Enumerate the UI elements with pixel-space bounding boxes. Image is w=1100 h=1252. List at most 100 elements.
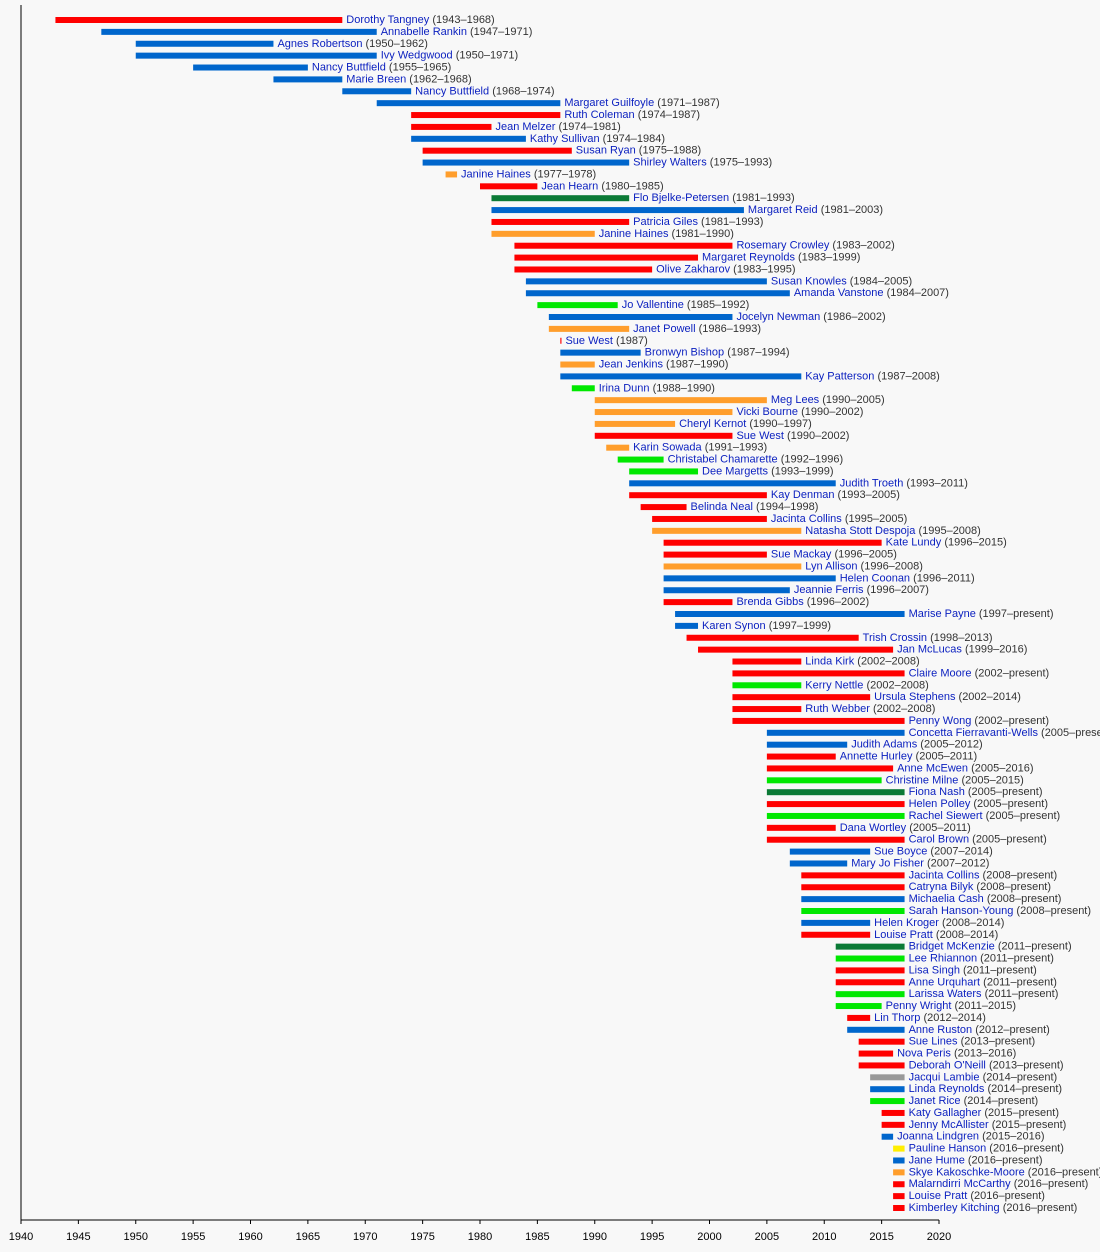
senator-name[interactable]: Kay Denman	[771, 489, 835, 501]
senator-name[interactable]: Penny Wright	[886, 1000, 952, 1012]
senator-name[interactable]: Bridget McKenzie	[909, 941, 995, 953]
senator-name[interactable]: Christine Milne	[886, 774, 959, 786]
senator-name[interactable]: Jacinta Collins	[771, 513, 842, 525]
senator-name[interactable]: Irina Dunn	[599, 382, 650, 394]
senator-name[interactable]: Anne McEwen	[897, 762, 968, 774]
senator-name[interactable]: Cheryl Kernot	[679, 418, 746, 430]
senator-name[interactable]: Helen Kroger	[874, 917, 939, 929]
senator-name[interactable]: Jeannie Ferris	[794, 584, 864, 596]
senator-name[interactable]: Lee Rhiannon	[909, 952, 978, 964]
senator-name[interactable]: Lisa Singh	[909, 964, 960, 976]
senator-name[interactable]: Sue West	[736, 430, 784, 442]
senator-name[interactable]: Carol Brown	[909, 834, 970, 846]
senator-name[interactable]: Dorothy Tangney	[346, 14, 429, 26]
senator-name[interactable]: Lyn Allison	[805, 560, 857, 572]
senator-name[interactable]: Jacqui Lambie	[909, 1071, 980, 1083]
senator-name[interactable]: Brenda Gibbs	[736, 596, 804, 608]
senator-name[interactable]: Olive Zakharov	[656, 263, 730, 275]
senator-name[interactable]: Kathy Sullivan	[530, 133, 600, 145]
senator-name[interactable]: Janine Haines	[461, 168, 531, 180]
senator-name[interactable]: Jane Hume	[909, 1154, 965, 1166]
senator-name[interactable]: Larissa Waters	[909, 988, 982, 1000]
senator-name[interactable]: Jean Melzer	[495, 121, 555, 133]
senator-name[interactable]: Penny Wong	[909, 715, 972, 727]
senator-name[interactable]: Trish Crossin	[863, 632, 927, 644]
senator-name[interactable]: Anne Urquhart	[909, 976, 981, 988]
senator-name[interactable]: Janet Rice	[909, 1095, 961, 1107]
senator-name[interactable]: Judith Adams	[851, 739, 918, 751]
senator-name[interactable]: Mary Jo Fisher	[851, 857, 924, 869]
senator-name[interactable]: Jocelyn Newman	[736, 311, 820, 323]
senator-name[interactable]: Belinda Neal	[691, 501, 753, 513]
senator-name[interactable]: Shirley Walters	[633, 156, 707, 168]
senator-name[interactable]: Marise Payne	[909, 608, 976, 620]
senator-name[interactable]: Annabelle Rankin	[381, 26, 467, 38]
senator-name[interactable]: Annette Hurley	[840, 750, 913, 762]
senator-name[interactable]: Ruth Coleman	[564, 109, 634, 121]
senator-name[interactable]: Nova Peris	[897, 1047, 951, 1059]
senator-name[interactable]: Helen Coonan	[840, 572, 910, 584]
senator-name[interactable]: Jean Jenkins	[599, 358, 664, 370]
senator-name[interactable]: Christabel Chamarette	[668, 453, 778, 465]
senator-name[interactable]: Janet Powell	[633, 323, 695, 335]
senator-name[interactable]: Kay Patterson	[805, 370, 874, 382]
senator-name[interactable]: Jan McLucas	[897, 644, 962, 656]
senator-name[interactable]: Agnes Robertson	[277, 38, 362, 50]
senator-name[interactable]: Margaret Reynolds	[702, 252, 795, 264]
senator-name[interactable]: Katy Gallagher	[909, 1107, 982, 1119]
senator-name[interactable]: Rosemary Crowley	[736, 240, 829, 252]
senator-name[interactable]: Ivy Wedgwood	[381, 50, 453, 62]
senator-name[interactable]: Ursula Stephens	[874, 691, 956, 703]
senator-name[interactable]: Nancy Buttfield	[312, 61, 386, 73]
senator-name[interactable]: Malarndirri McCarthy	[909, 1178, 1012, 1190]
senator-name[interactable]: Linda Kirk	[805, 655, 854, 667]
senator-name[interactable]: Judith Troeth	[840, 477, 904, 489]
senator-name[interactable]: Jean Hearn	[541, 180, 598, 192]
senator-name[interactable]: Jo Vallentine	[622, 299, 684, 311]
senator-name[interactable]: Bronwyn Bishop	[645, 347, 725, 359]
senator-name[interactable]: Sue Lines	[909, 1036, 958, 1048]
senator-name[interactable]: Susan Knowles	[771, 275, 847, 287]
senator-name[interactable]: Susan Ryan	[576, 145, 636, 157]
senator-name[interactable]: Kate Lundy	[886, 537, 942, 549]
senator-name[interactable]: Catryna Bilyk	[909, 881, 974, 893]
senator-name[interactable]: Concetta Fierravanti-Wells	[909, 727, 1039, 739]
senator-name[interactable]: Jacinta Collins	[909, 869, 980, 881]
senator-name[interactable]: Natasha Stott Despoja	[805, 525, 916, 537]
senator-name[interactable]: Ruth Webber	[805, 703, 870, 715]
senator-name[interactable]: Karen Synon	[702, 620, 766, 632]
senator-name[interactable]: Karin Sowada	[633, 442, 702, 454]
senator-name[interactable]: Sue Mackay	[771, 549, 832, 561]
senator-name[interactable]: Marie Breen	[346, 73, 406, 85]
senator-name[interactable]: Sue Boyce	[874, 846, 927, 858]
senator-name[interactable]: Deborah O'Neill	[909, 1059, 986, 1071]
senator-name[interactable]: Kerry Nettle	[805, 679, 863, 691]
senator-name[interactable]: Joanna Lindgren	[897, 1131, 979, 1143]
senator-name[interactable]: Vicki Bourne	[736, 406, 798, 418]
senator-name[interactable]: Patricia Giles	[633, 216, 698, 228]
senator-name[interactable]: Anne Ruston	[909, 1024, 973, 1036]
senator-name[interactable]: Nancy Buttfield	[415, 85, 489, 97]
senator-name[interactable]: Linda Reynolds	[909, 1083, 985, 1095]
senator-name[interactable]: Janine Haines	[599, 228, 669, 240]
senator-name[interactable]: Margaret Reid	[748, 204, 818, 216]
senator-name[interactable]: Dana Wortley	[840, 822, 907, 834]
senator-name[interactable]: Meg Lees	[771, 394, 820, 406]
senator-name[interactable]: Jenny McAllister	[909, 1119, 989, 1131]
senator-name[interactable]: Sue West	[565, 335, 613, 347]
senator-name[interactable]: Flo Bjelke-Petersen	[633, 192, 729, 204]
senator-name[interactable]: Amanda Vanstone	[794, 287, 884, 299]
senator-name[interactable]: Pauline Hanson	[909, 1143, 987, 1155]
senator-name[interactable]: Skye Kakoschke-Moore	[909, 1166, 1025, 1178]
senator-name[interactable]: Helen Polley	[909, 798, 971, 810]
senator-name[interactable]: Rachel Siewert	[909, 810, 983, 822]
senator-name[interactable]: Dee Margetts	[702, 465, 769, 477]
senator-name[interactable]: Fiona Nash	[909, 786, 965, 798]
senator-name[interactable]: Kimberley Kitching	[909, 1202, 1000, 1214]
senator-name[interactable]: Louise Pratt	[909, 1190, 968, 1202]
senator-name[interactable]: Margaret Guilfoyle	[564, 97, 654, 109]
senator-name[interactable]: Lin Thorp	[874, 1012, 920, 1024]
senator-name[interactable]: Louise Pratt	[874, 929, 933, 941]
senator-name[interactable]: Claire Moore	[909, 667, 972, 679]
senator-name[interactable]: Sarah Hanson-Young	[909, 905, 1014, 917]
